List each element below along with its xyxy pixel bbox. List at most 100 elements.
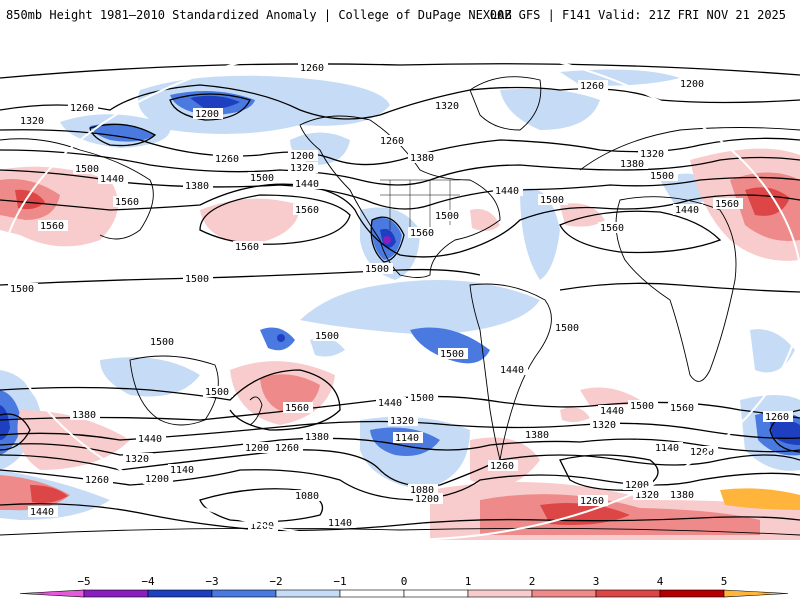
color-legend: −5 −4 −3 −2 −1 0 1 2 3 4 5 xyxy=(0,574,800,600)
contour-line xyxy=(0,503,800,532)
contour-line xyxy=(559,454,659,491)
contour-label: 1440 xyxy=(295,179,319,190)
contour-line xyxy=(0,63,800,79)
contour-label: 1500 xyxy=(650,171,674,182)
contour-label: 1260 xyxy=(70,103,94,114)
anomaly-region xyxy=(580,387,640,408)
contour-label: 1380 xyxy=(620,159,644,170)
contour-label: 1500 xyxy=(540,195,564,206)
contour-label: 1080 xyxy=(410,485,434,496)
legend-bin xyxy=(19,589,85,598)
legend-tick-label: 2 xyxy=(529,575,536,588)
anomaly-region xyxy=(0,390,22,455)
contour-label: 1560 xyxy=(115,197,139,208)
contour-label: 1380 xyxy=(185,181,209,192)
contour-line xyxy=(0,413,31,451)
contour-label: 1560 xyxy=(715,199,739,210)
contour-label: 1260 xyxy=(490,461,514,472)
contour-label: 1440 xyxy=(100,174,124,185)
anomaly-region xyxy=(750,329,795,373)
legend-bin xyxy=(723,589,789,598)
header-bar: 850mb Height 1981–2010 Standardized Anom… xyxy=(0,0,800,30)
contour-label: 1560 xyxy=(40,221,64,232)
contour-label: 1380 xyxy=(72,410,96,421)
anomaly-region xyxy=(310,337,345,357)
contour-label: 1140 xyxy=(328,518,352,529)
anomaly-region xyxy=(383,236,391,244)
contour-label: 1500 xyxy=(435,211,459,222)
map-edge xyxy=(0,41,800,541)
contour-label: 1200 xyxy=(245,443,269,454)
contour-label: 1140 xyxy=(655,443,679,454)
contour-label: 1320 xyxy=(390,416,414,427)
contour-label: 1440 xyxy=(378,398,402,409)
contour-label: 1500 xyxy=(75,164,99,175)
contour-label: 1560 xyxy=(410,228,434,239)
anomaly-region xyxy=(277,334,285,342)
contour-line xyxy=(0,169,800,210)
contour-label: 1380 xyxy=(525,430,549,441)
contour-line xyxy=(0,84,800,120)
anomaly-region xyxy=(30,485,68,504)
legend-tick-label: 5 xyxy=(721,575,728,588)
contour-line xyxy=(169,93,251,121)
contour-label: 1500 xyxy=(365,264,389,275)
legend-tick-label: −3 xyxy=(205,575,218,588)
contour-label: 1200 xyxy=(195,109,219,120)
legend-bin xyxy=(403,589,469,598)
legend-bin xyxy=(83,589,149,598)
contour-label: 1260 xyxy=(380,136,404,147)
contour-label: 1200 xyxy=(290,151,314,162)
legend-tick-label: 1 xyxy=(465,575,472,588)
contour-label: 1200 xyxy=(625,480,649,491)
anomaly-region xyxy=(720,488,800,510)
contour-label: 1560 xyxy=(670,403,694,414)
contour-line xyxy=(0,420,800,441)
anomaly-region xyxy=(17,410,130,470)
legend-bin xyxy=(211,589,277,598)
contour-label: 1500 xyxy=(250,173,274,184)
anomaly-region xyxy=(560,407,590,423)
contour-label: 1500 xyxy=(555,323,579,334)
continent-south-america xyxy=(469,283,552,461)
legend-tick-label: 0 xyxy=(401,575,408,588)
contour-label: 1200 xyxy=(415,494,439,505)
anomaly-region xyxy=(200,198,300,245)
anomaly-region xyxy=(500,88,600,130)
contour-line xyxy=(0,129,800,166)
contour-line xyxy=(0,369,341,431)
model-run-label: 00Z GFS | F141 Valid: 21Z FRI NOV 21 202… xyxy=(489,8,786,22)
anomaly-region xyxy=(300,280,540,335)
contour-label: 1260 xyxy=(580,81,604,92)
greenland xyxy=(469,76,542,131)
legend-tick-label: −2 xyxy=(269,575,282,588)
anomaly-region xyxy=(190,95,240,110)
contour-label: 1440 xyxy=(600,406,624,417)
legend-tick-label: −4 xyxy=(141,575,155,588)
anomaly-map: 1260 1200 1260 1200 1320 1260 1320 1200 … xyxy=(0,30,800,575)
map-title: 850mb Height 1981–2010 Standardized Anom… xyxy=(6,8,512,22)
contour-label: 1500 xyxy=(185,274,209,285)
legend-bin xyxy=(595,589,661,598)
contour-label: 1380 xyxy=(670,490,694,501)
contour-label: 1320 xyxy=(290,163,314,174)
contour-line xyxy=(370,216,405,263)
legend-bin xyxy=(659,589,725,598)
contour-label: 1140 xyxy=(395,433,419,444)
contour-label: 1260 xyxy=(765,412,789,423)
contour-label: 1440 xyxy=(675,205,699,216)
contour-line xyxy=(0,149,800,186)
contour-label: 1200 xyxy=(690,447,714,458)
contour-label: 1260 xyxy=(85,475,109,486)
contour-label: 1440 xyxy=(495,186,519,197)
new-zealand xyxy=(249,396,263,426)
contour-label: 1500 xyxy=(150,337,174,348)
contour-line xyxy=(89,123,157,147)
legend-bar: −5 −4 −3 −2 −1 0 1 2 3 4 5 xyxy=(19,575,789,598)
contour-label: 1260 xyxy=(580,496,604,507)
contour-label: 1320 xyxy=(125,454,149,465)
positive-anomaly-regions xyxy=(0,148,800,540)
contour-line xyxy=(559,282,800,293)
contour-label: 1380 xyxy=(410,153,434,164)
legend-bin xyxy=(275,589,341,598)
